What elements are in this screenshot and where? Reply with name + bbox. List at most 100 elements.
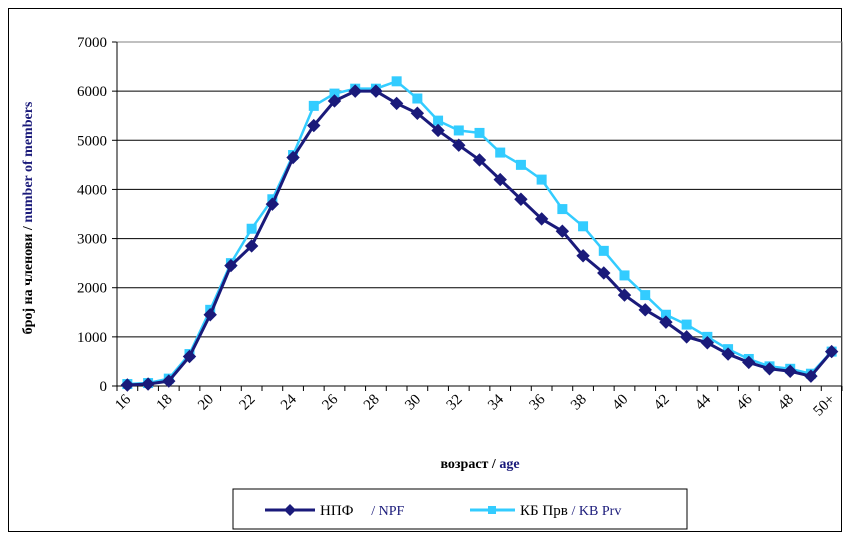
data-point <box>431 123 445 138</box>
data-point <box>640 290 651 301</box>
y-tick-label: 2000 <box>77 281 107 297</box>
data-point <box>493 172 507 187</box>
x-tick-label: 24 <box>278 391 300 413</box>
plot-area <box>116 41 843 387</box>
data-point <box>410 106 425 120</box>
legend-item-npf: НПФ / NPF <box>265 503 405 519</box>
data-point <box>369 84 383 98</box>
x-tick-label: 16 <box>112 391 134 413</box>
data-point <box>246 223 257 234</box>
y-tick-label: 6000 <box>77 84 107 100</box>
data-point <box>783 364 797 378</box>
x-axis-title: возраст / age <box>440 457 519 472</box>
series-group <box>120 76 839 392</box>
data-point <box>700 336 715 350</box>
data-point <box>182 349 197 364</box>
data-point <box>619 270 630 281</box>
series-line <box>127 80 833 386</box>
data-point <box>120 378 135 392</box>
x-tick-label: 28 <box>361 392 383 414</box>
x-axis-title-native: возраст / <box>440 457 499 472</box>
y-tick-label: 4000 <box>77 182 107 198</box>
data-point <box>617 288 632 302</box>
data-point <box>536 174 547 185</box>
data-point <box>452 138 466 152</box>
data-point <box>762 362 777 376</box>
data-point <box>721 347 735 361</box>
data-point <box>348 84 362 98</box>
data-point <box>224 258 238 273</box>
data-point <box>598 245 609 256</box>
data-point <box>679 330 694 344</box>
data-point <box>578 221 589 232</box>
x-tick-label: 50+ <box>811 392 839 420</box>
y-axis-title-english: number of members <box>21 101 36 223</box>
data-point <box>203 308 217 322</box>
x-tick-label: 22 <box>237 392 259 414</box>
y-tick-label: 7000 <box>77 35 107 51</box>
chart-frame <box>8 8 842 532</box>
x-tick-label: 46 <box>734 391 756 413</box>
legend-marker-kb-prv <box>488 506 496 514</box>
data-point <box>555 224 570 238</box>
y-axis-title: број на членови / number of members <box>21 101 36 334</box>
series-kb-prv <box>122 76 837 390</box>
x-tick-label: 34 <box>485 391 507 413</box>
data-point <box>495 147 506 158</box>
legend-marker-npf <box>284 504 296 516</box>
x-tick-label: 30 <box>402 392 424 414</box>
x-tick-label: 32 <box>444 392 466 414</box>
data-point <box>515 159 526 170</box>
data-point <box>244 239 259 253</box>
data-point <box>141 377 155 391</box>
data-point <box>576 249 590 263</box>
gridlines <box>112 41 842 387</box>
y-tick-label: 3000 <box>77 232 107 248</box>
x-axis-title-english: age <box>499 457 519 472</box>
data-point <box>514 192 528 206</box>
y-axis-title-native: број на членови / <box>21 223 36 335</box>
data-point <box>391 76 402 87</box>
y-tick-label: 1000 <box>77 330 107 346</box>
data-point <box>286 150 300 165</box>
data-point <box>534 212 549 226</box>
data-point <box>557 204 568 215</box>
data-point <box>265 197 280 211</box>
legend-label-kb-prv: КБ Прв / KB Prv <box>520 503 621 519</box>
x-tick-label: 26 <box>319 391 341 413</box>
data-point <box>162 374 176 388</box>
legend-item-kb-prv: КБ Прв / KB Prv <box>470 503 621 519</box>
data-point <box>327 94 342 108</box>
x-tick-label: 40 <box>609 392 631 414</box>
x-tick-label: 20 <box>195 392 217 414</box>
data-point <box>742 355 756 370</box>
legend-label-npf: НПФ / NPF <box>320 503 405 519</box>
data-point <box>638 303 652 317</box>
data-point <box>597 266 611 280</box>
data-point <box>659 315 673 329</box>
x-tick-label: 36 <box>527 391 549 413</box>
x-tick-label: 38 <box>568 392 590 414</box>
series-npf <box>120 84 839 392</box>
x-tick-label: 18 <box>154 392 176 414</box>
data-point <box>472 153 487 167</box>
data-point <box>308 100 319 111</box>
x-tick-label: 44 <box>692 391 714 413</box>
data-point <box>412 93 423 104</box>
x-tick-label: 42 <box>651 392 673 414</box>
legend: НПФ / NPF КБ Прв / KB Prv <box>232 488 688 530</box>
y-tick-label: 5000 <box>77 133 107 149</box>
data-point <box>474 127 485 138</box>
x-tick-labels: 16 18 20 22 24 26 28 30 32 34 36 38 40 42 44 46 48 50+ <box>112 391 838 419</box>
data-point <box>307 118 321 133</box>
data-point <box>804 369 818 383</box>
x-tick-label: 48 <box>775 392 797 414</box>
data-point <box>453 125 464 136</box>
data-point <box>389 96 404 111</box>
y-tick-label: 0 <box>100 379 108 395</box>
data-point <box>681 319 692 330</box>
y-tick-labels: 0 1000 2000 3000 4000 5000 6000 7000 <box>77 35 107 395</box>
axes <box>116 42 843 391</box>
data-point <box>824 344 839 359</box>
